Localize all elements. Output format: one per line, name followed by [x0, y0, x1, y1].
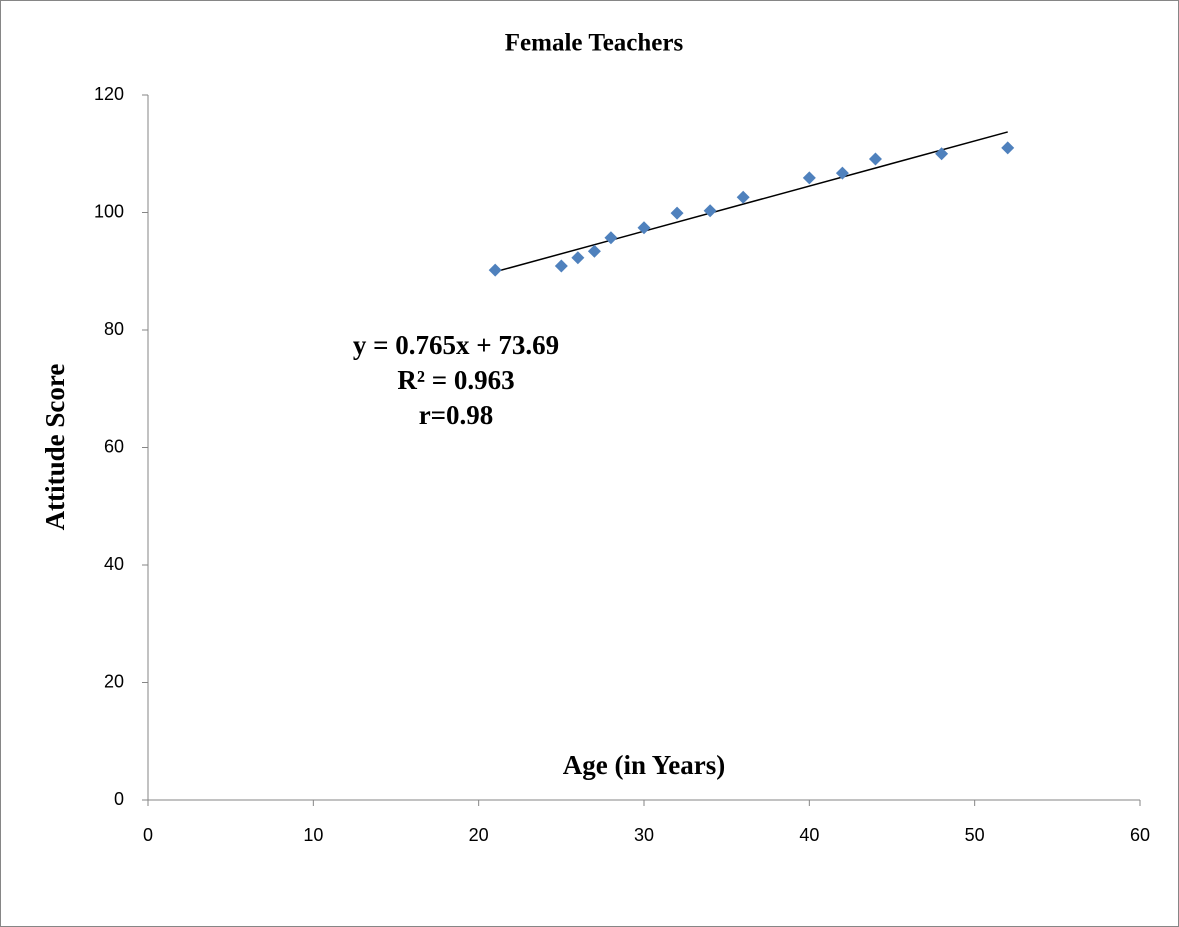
y-tick-label: 80	[104, 319, 124, 339]
y-tick-label: 40	[104, 554, 124, 574]
annotation: y = 0.765x + 73.69	[353, 330, 559, 360]
data-point	[935, 147, 949, 161]
annotation: r=0.98	[419, 400, 494, 430]
y-tick-label: 60	[104, 436, 124, 456]
y-tick-label: 100	[94, 201, 124, 221]
x-tick-label: 40	[799, 825, 819, 845]
x-tick-label: 60	[1130, 825, 1150, 845]
data-point	[835, 166, 849, 180]
x-axis-label: Age (in Years)	[563, 750, 725, 780]
chart-title: Female Teachers	[505, 30, 684, 57]
x-tick-label: 10	[303, 825, 323, 845]
data-point	[571, 251, 585, 265]
y-axis-label: Attitude Score	[40, 364, 70, 531]
y-tick-label: 120	[94, 84, 124, 104]
data-point	[488, 263, 502, 277]
x-tick-label: 0	[143, 825, 153, 845]
x-tick-label: 20	[469, 825, 489, 845]
data-point	[587, 244, 601, 258]
y-tick-label: 20	[104, 671, 124, 691]
data-point	[868, 152, 882, 166]
data-point	[637, 221, 651, 235]
x-tick-label: 30	[634, 825, 654, 845]
y-tick-label: 0	[114, 789, 124, 809]
data-point	[703, 204, 717, 218]
data-point	[604, 231, 618, 245]
trendline	[495, 131, 1008, 273]
x-tick-label: 50	[965, 825, 985, 845]
data-point	[1001, 141, 1015, 155]
annotation: R² = 0.963	[397, 365, 514, 395]
data-point	[802, 171, 816, 185]
data-point	[554, 259, 568, 273]
data-point	[670, 206, 684, 220]
data-point	[736, 190, 750, 204]
